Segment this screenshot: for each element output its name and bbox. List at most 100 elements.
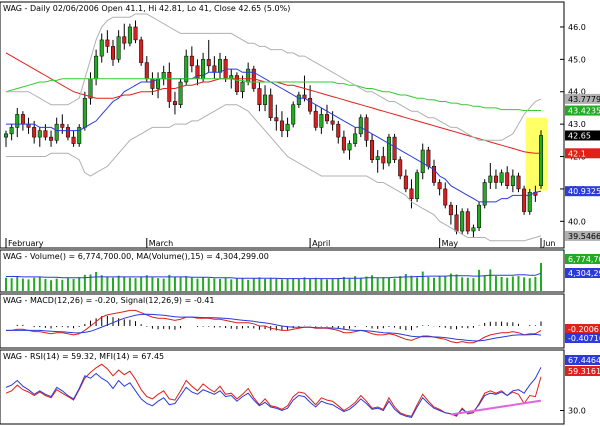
candle-body — [94, 55, 99, 80]
price-panel: WAG - Daily 02/06/2006 Open 41.1, Hi 42.… — [0, 1, 600, 249]
volume-bar — [157, 278, 160, 291]
candle-body — [454, 214, 459, 232]
candle-body — [516, 175, 521, 190]
candle-body — [144, 62, 149, 80]
candle-body — [26, 123, 31, 128]
volume-bar — [207, 278, 210, 291]
candle-body — [82, 97, 87, 128]
candle-body — [15, 114, 20, 128]
volume-bar — [309, 278, 312, 291]
candle-body — [127, 26, 132, 44]
volume-bar — [314, 277, 317, 291]
volume-bar — [331, 278, 334, 291]
rsi-panel-border — [0, 349, 565, 425]
candle-body — [381, 156, 386, 164]
rsi-value-label-bg — [565, 366, 600, 376]
indicator-ma-200 — [5, 78, 541, 111]
volume-panel-border — [0, 249, 565, 293]
volume-bar — [483, 275, 486, 291]
volume-bar — [190, 277, 193, 291]
candle-body — [313, 110, 318, 128]
candle-body — [291, 104, 296, 125]
volume-bar — [399, 276, 402, 291]
rsi-mfi-panel: WAG - RSI(14) = 59.32, MFI(14) = 67.45 3… — [0, 349, 600, 425]
candle-body — [105, 39, 110, 47]
volume-bar — [511, 276, 514, 291]
macd-title: WAG - MACD(12,26) = -0.20, Signal(12,26,… — [3, 296, 215, 305]
volume-bar — [89, 274, 92, 291]
candle-body — [336, 123, 341, 138]
candle-body — [409, 188, 414, 199]
volume-bar — [354, 276, 357, 291]
volume-bar — [528, 278, 531, 291]
volume-title: WAG - Volume() = 6,774,700.00, MA(Volume… — [3, 252, 269, 261]
volume-bar — [44, 278, 47, 291]
candle-body — [347, 143, 352, 151]
candle-body — [398, 159, 403, 177]
candle-body — [49, 136, 54, 141]
volume-bar — [173, 276, 176, 291]
volume-bar — [280, 279, 283, 291]
candle-body — [274, 117, 279, 122]
candle-body — [234, 75, 239, 92]
y-tick-label: 45.0 — [568, 55, 586, 64]
price-title: WAG - Daily 02/06/2006 Open 41.1, Hi 42.… — [3, 4, 290, 13]
volume-bar — [241, 278, 244, 291]
candle-body — [111, 46, 115, 60]
candle-body — [240, 81, 245, 92]
volume-bar — [38, 276, 41, 291]
volume-bar — [213, 278, 216, 291]
candle-body — [482, 182, 487, 206]
candle-body — [527, 191, 532, 212]
volume-bar — [128, 277, 131, 291]
candle-body — [99, 39, 104, 57]
candle-body — [443, 188, 448, 206]
volume-bar — [506, 277, 509, 291]
candle-body — [206, 59, 211, 67]
volume-bar — [185, 276, 188, 291]
volume-bar — [438, 276, 441, 291]
volume-bar — [235, 278, 238, 291]
volume-bar — [371, 275, 374, 291]
volume-bar — [264, 278, 267, 291]
volume-bar — [219, 278, 221, 291]
upper-band-label-bg — [565, 93, 600, 104]
candle-body — [364, 117, 369, 141]
candle-body — [9, 127, 14, 135]
candle-body — [499, 172, 504, 183]
rsi-value-label: 59.3161 — [568, 367, 600, 376]
volume-ma-line — [6, 272, 542, 280]
candle-body — [263, 94, 268, 105]
candle-body — [477, 204, 482, 229]
volume-bar — [202, 277, 205, 291]
volume-bar — [21, 278, 24, 291]
signal-line — [6, 313, 542, 342]
close-label-bg — [565, 130, 600, 141]
volume-bar — [523, 277, 526, 291]
volume-bar — [66, 278, 69, 291]
volume-bar — [466, 277, 469, 291]
candle-body — [285, 123, 290, 131]
volume-bar — [359, 277, 362, 291]
volume-bar — [106, 276, 109, 291]
candle-body — [465, 211, 470, 232]
volume-bar — [455, 274, 458, 291]
volume-bar — [393, 278, 396, 291]
volume-bar — [145, 275, 148, 291]
volume-bar — [404, 274, 407, 291]
macd-panel: WAG - MACD(12,26) = -0.20, Signal(12,26,… — [0, 293, 600, 349]
indicator-bollinger-lower — [6, 104, 542, 242]
volume-bar — [297, 278, 300, 291]
volume-bar — [348, 278, 351, 291]
volume-bar — [449, 273, 452, 291]
candle-body — [212, 65, 217, 73]
mfi-value-label-bg — [565, 355, 600, 365]
macd-line — [6, 309, 542, 344]
volume-bar — [489, 269, 492, 291]
x-tick-label: Jun — [542, 239, 556, 248]
volume-bar — [326, 279, 328, 291]
candle-body — [150, 78, 155, 89]
ma200-label-bg — [565, 105, 600, 116]
indicator-bollinger-upper — [6, 13, 542, 141]
candle-body — [341, 136, 346, 151]
